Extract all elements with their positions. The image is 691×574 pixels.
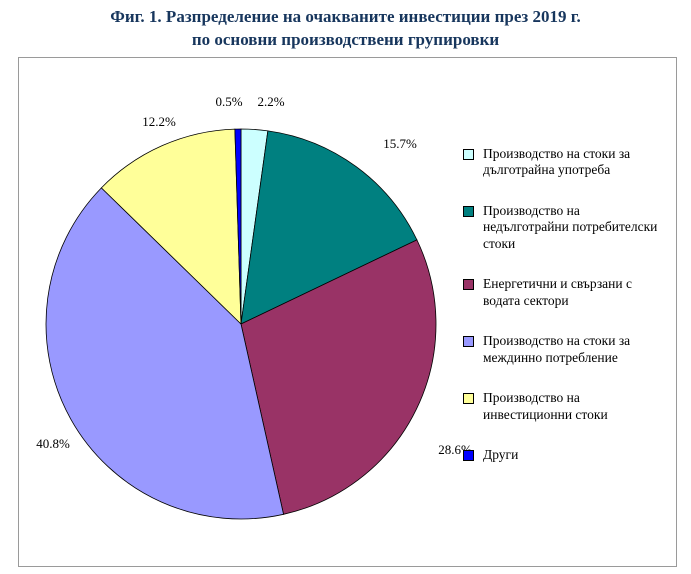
legend-swatch-durable-goods-icon bbox=[463, 149, 474, 160]
legend-label: Производство на недълготрайни потребител… bbox=[483, 202, 658, 251]
pie-percent-label: 12.2% bbox=[142, 114, 176, 129]
pie-percent-label: 40.8% bbox=[36, 436, 70, 451]
pie-percent-label: 15.7% bbox=[383, 136, 417, 151]
legend-item: Производство на инвестиционни стоки bbox=[463, 390, 668, 423]
chart-area: 2.2% 15.7% 28.6% 40.8% 12.2% 0.5% Производств… bbox=[18, 57, 677, 567]
legend: Производство на стоки за дълготрайна упо… bbox=[463, 146, 668, 464]
pie-slice bbox=[100, 128, 242, 325]
pie-slice bbox=[240, 239, 437, 515]
pie-percent-label: 2.2% bbox=[257, 94, 284, 109]
legend-swatch-intermediate-goods-icon bbox=[463, 336, 474, 348]
pie-slice bbox=[45, 187, 285, 520]
legend-label: Други bbox=[483, 447, 519, 463]
pie-slice bbox=[234, 128, 242, 325]
legend-item: Други bbox=[463, 447, 668, 463]
legend-swatch-other-icon bbox=[463, 450, 474, 462]
legend-item: Производство на стоки за дълготрайна упо… bbox=[463, 146, 668, 179]
pie-slice bbox=[240, 130, 418, 325]
legend-item: Производство на стоки за междинно потреб… bbox=[463, 333, 668, 366]
legend-item: Производство на недълготрайни потребител… bbox=[463, 203, 668, 252]
legend-label: Производство на инвестиционни стоки bbox=[483, 390, 608, 422]
legend-label: Производство на стоки за междинно потреб… bbox=[483, 333, 631, 365]
pie-percent-label: 0.5% bbox=[215, 94, 242, 109]
legend-label: Енергетични и свързани с водата сектори bbox=[483, 276, 632, 308]
legend-swatch-nondurable-goods-icon bbox=[463, 205, 474, 217]
figure-title-line1: Фиг. 1. Разпределение на очакваните инве… bbox=[110, 7, 581, 26]
legend-swatch-energy-water-icon bbox=[463, 279, 474, 291]
figure-title: Фиг. 1. Разпределение на очакваните инве… bbox=[0, 6, 691, 52]
legend-label: Производство на стоки за дълготрайна упо… bbox=[483, 146, 631, 178]
legend-item: Енергетични и свързани с водата сектори bbox=[463, 276, 668, 309]
pie-chart: 2.2%15.7%28.6%40.8%12.2%0.5% bbox=[36, 94, 472, 520]
figure-title-line2: по основни производствени групировки bbox=[191, 29, 500, 49]
legend-swatch-investment-goods-icon bbox=[463, 393, 474, 405]
